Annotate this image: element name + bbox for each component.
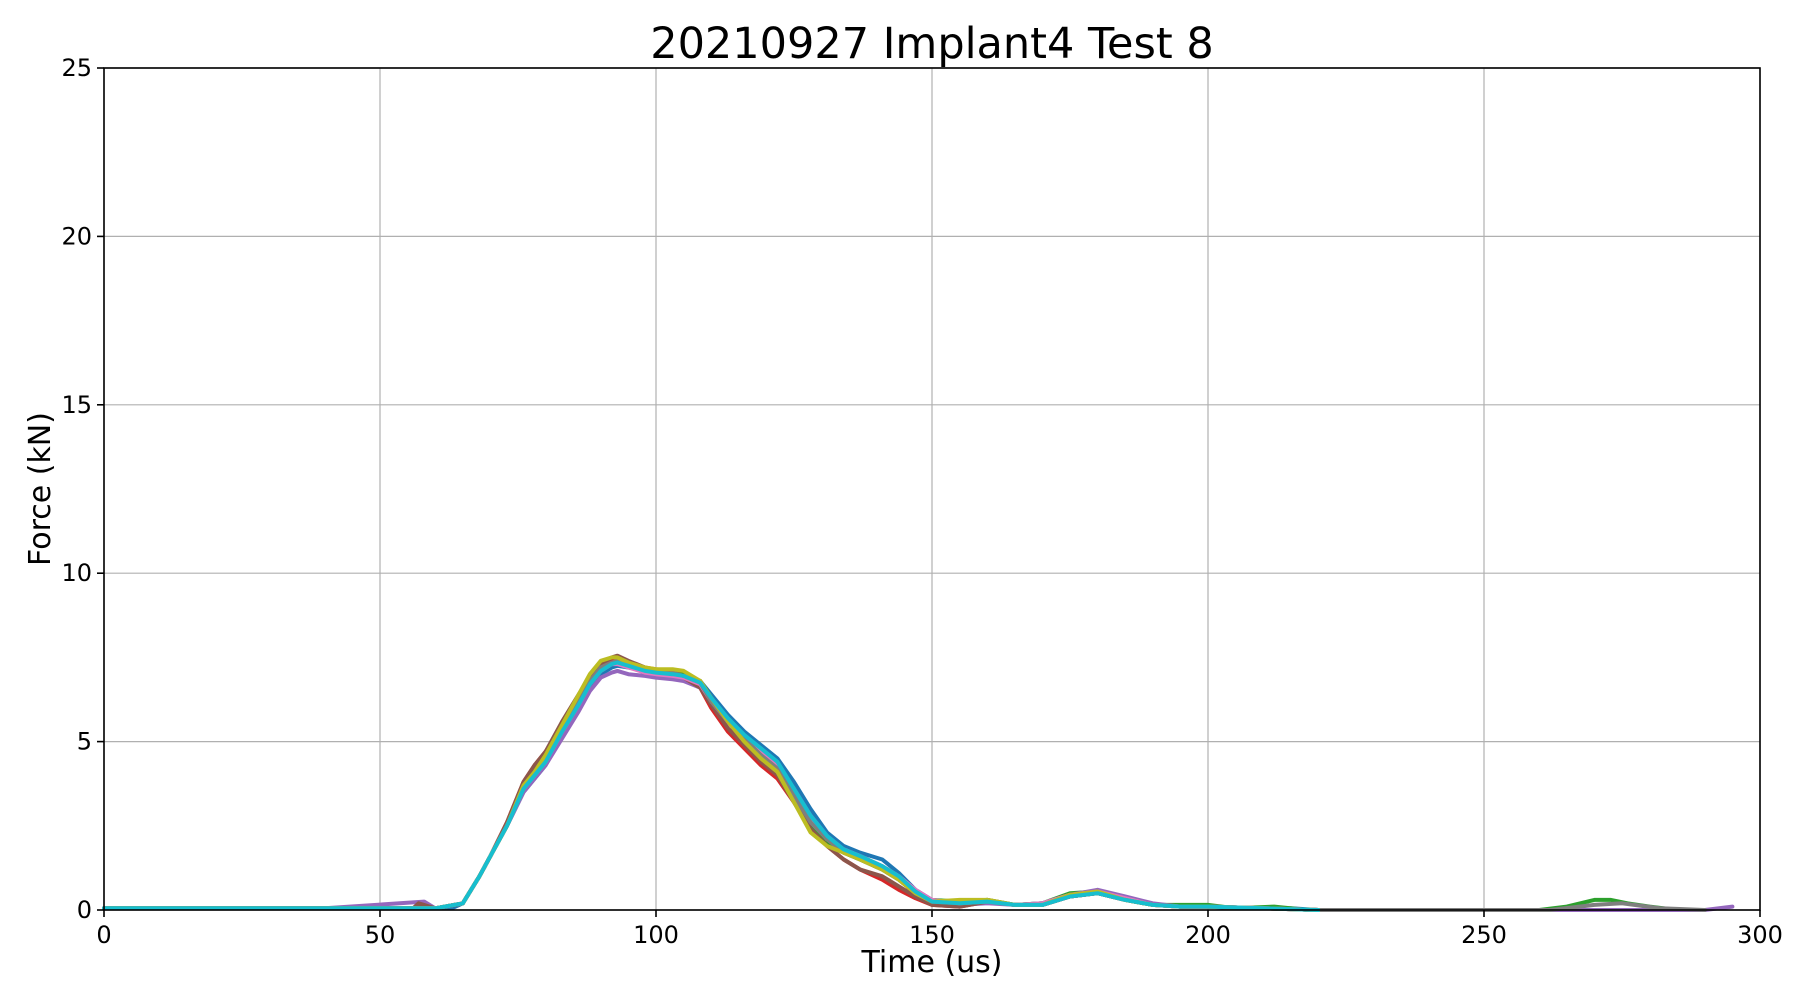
x-tick-label: 50 <box>365 921 396 949</box>
x-tick-label: 150 <box>909 921 955 949</box>
y-tick-label: 5 <box>77 728 92 756</box>
y-tick-label: 10 <box>61 559 92 587</box>
x-tick-label: 300 <box>1737 921 1783 949</box>
x-axis-label: Time (us) <box>860 945 1002 980</box>
y-tick-label: 20 <box>61 222 92 250</box>
x-tick-label: 0 <box>96 921 111 949</box>
y-tick-label: 0 <box>77 896 92 924</box>
axis-ticks: 0 50 100 150 200 250 300 0 5 10 15 20 25 <box>61 54 1782 949</box>
chart-title: 20210927 Implant4 Test 8 <box>650 19 1214 69</box>
series-group <box>102 653 1735 912</box>
x-tick-label: 200 <box>1185 921 1231 949</box>
x-tick-label: 100 <box>633 921 679 949</box>
series-line-10 <box>102 660 1321 912</box>
y-tick-label: 25 <box>61 54 92 82</box>
x-tick-label: 250 <box>1461 921 1507 949</box>
y-tick-label: 15 <box>61 391 92 419</box>
y-axis-label: Force (kN) <box>23 412 58 566</box>
